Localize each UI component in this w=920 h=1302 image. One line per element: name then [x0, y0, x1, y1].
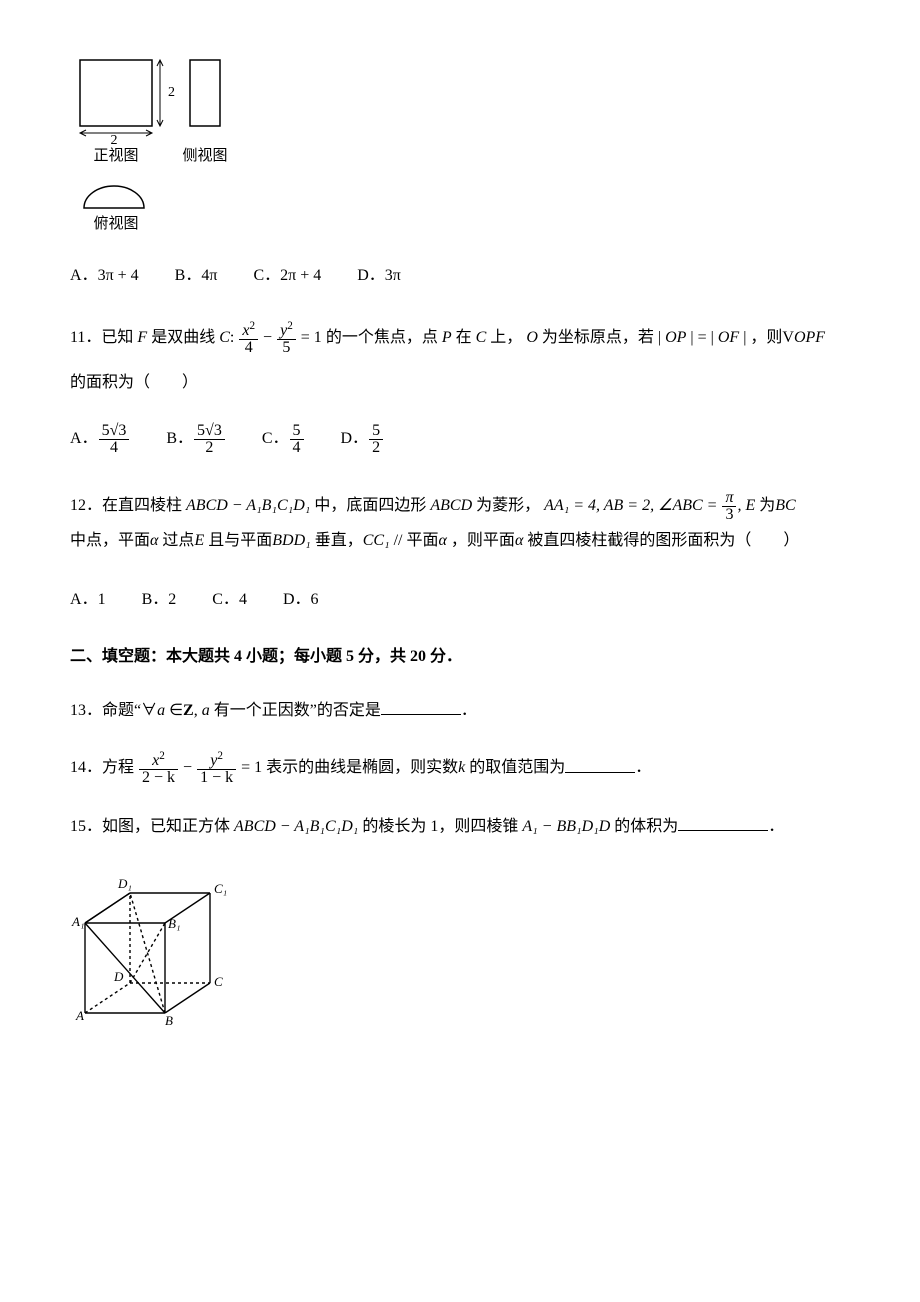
side-label: 侧视图 — [182, 147, 227, 164]
lbl-B: B — [165, 1013, 173, 1028]
q10-options: A．3π + 4 B．4π C．2π + 4 D．3π — [70, 263, 850, 289]
top-label: 俯视图 — [93, 215, 138, 232]
q11-options: A．5√34 B．5√32 C．54 D．52 — [70, 423, 850, 456]
q11-opt-c: C．54 — [262, 423, 305, 456]
q12-opt-b: B．2 — [142, 587, 177, 613]
section-2-title: 二、填空题：本大题共 4 小题；每小题 5 分，共 20 分． — [70, 644, 850, 670]
q10-opt-d: D．3π — [357, 263, 401, 289]
lbl-A: A — [75, 1008, 84, 1023]
q13-stem: 13．命题“∀a ∈Z, a 有一个正因数”的否定是． — [70, 698, 850, 724]
lbl-A1: A₁ — [71, 914, 84, 929]
blank-15 — [678, 814, 768, 831]
q11-opt-d: D．52 — [341, 423, 385, 456]
q11-opt-b: B．5√32 — [166, 423, 225, 456]
q12-opt-a: A．1 — [70, 587, 106, 613]
q10-opt-b: B．4π — [175, 263, 218, 289]
blank-14 — [565, 756, 635, 773]
cube-svg: A B C D A₁ B₁ C₁ D₁ — [70, 868, 240, 1028]
lbl-C: C — [214, 974, 223, 989]
lbl-B1: B₁ — [168, 916, 180, 931]
lbl-C1: C₁ — [214, 881, 227, 896]
q12-options: A．1 B．2 C．4 D．6 — [70, 587, 850, 613]
three-views-svg: 2 2 正视图 侧视图 俯视图 — [70, 50, 240, 235]
figure-cube: A B C D A₁ B₁ C₁ D₁ — [70, 868, 850, 1028]
dim-h: 2 — [168, 85, 175, 100]
q11-stem: 11．已知 F 是双曲线 C: x24 − y25 = 1 的一个焦点，点 P … — [70, 321, 850, 396]
dim-w: 2 — [111, 133, 118, 148]
q15-stem: 15．如图，已知正方体 ABCD − A₁B₁C₁D₁ 的棱长为 1，则四棱锥 … — [70, 814, 850, 840]
lbl-D1: D₁ — [117, 876, 132, 891]
q12-stem: 12．在直四棱柱 ABCD − A₁B₁C₁D₁ 中，底面四边形 ABCD 为菱… — [70, 488, 850, 558]
figure-three-views: 2 2 正视图 侧视图 俯视图 — [70, 50, 850, 235]
lbl-D: D — [113, 969, 124, 984]
q10-opt-a: A．3π + 4 — [70, 263, 139, 289]
q12-opt-c: C．4 — [212, 587, 247, 613]
q12-opt-d: D．6 — [283, 587, 319, 613]
q14-stem: 14．方程 x22 − k − y21 − k = 1 表示的曲线是椭圆，则实数… — [70, 751, 850, 786]
blank-13 — [381, 698, 461, 715]
front-label: 正视图 — [93, 147, 138, 164]
q11-opt-a: A．5√34 — [70, 423, 130, 456]
q10-opt-c: C．2π + 4 — [253, 263, 321, 289]
